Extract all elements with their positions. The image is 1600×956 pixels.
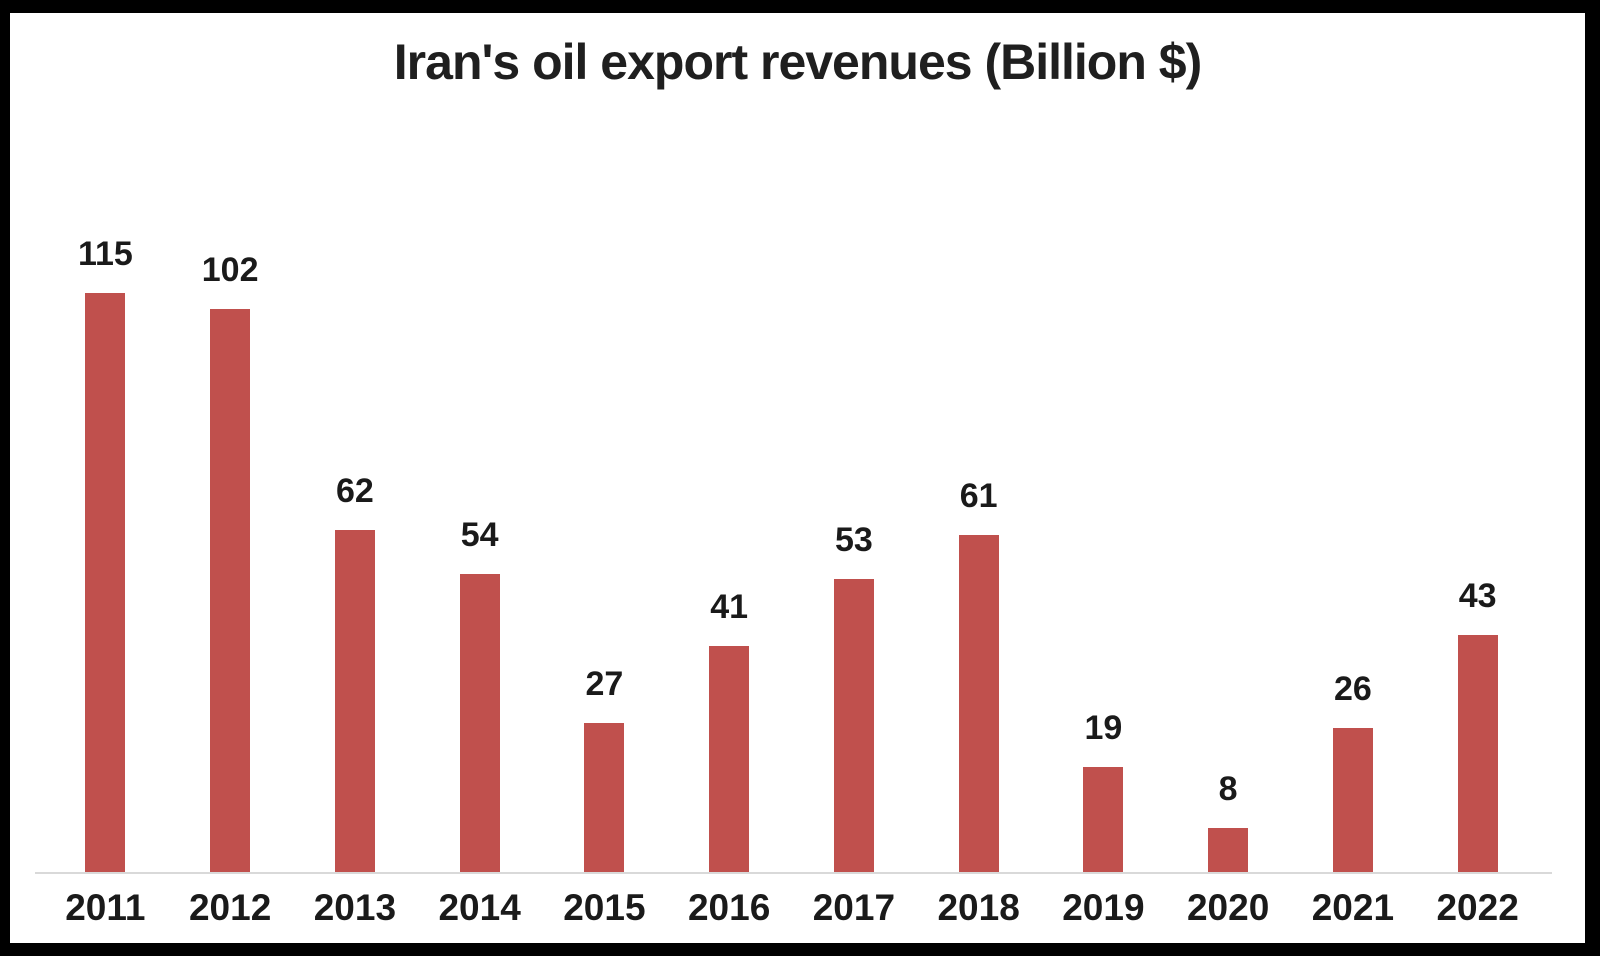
bar-value-label: 8 (1218, 770, 1238, 808)
bar-value-label: 61 (959, 477, 998, 515)
bar-column: 115 (43, 237, 168, 872)
bar (334, 530, 375, 872)
x-tick-label: 2019 (1062, 887, 1145, 928)
bar (584, 723, 625, 872)
bar-value-label: 115 (77, 235, 133, 273)
x-axis-labels: 2011 2012 2013 2014 2015 2016 2017 2018 2019 2020… (43, 887, 1540, 929)
bar (210, 309, 251, 872)
bar-value-label: 27 (585, 665, 624, 703)
bar (709, 646, 750, 872)
bar-column: 27 (542, 237, 667, 872)
bar-value-label: 53 (834, 521, 873, 559)
plot-area: 115 102 62 54 27 41 53 61 19 8 26 43 (35, 237, 1552, 874)
bar-value-label: 41 (710, 588, 749, 626)
bar (1457, 635, 1498, 872)
bar-column: 54 (417, 237, 542, 872)
bar (459, 574, 500, 872)
bar-column: 8 (1166, 237, 1291, 872)
bar-column: 43 (1415, 237, 1540, 872)
x-tick-label: 2012 (188, 887, 272, 928)
x-tick-label: 2016 (687, 887, 771, 928)
bar-column: 61 (916, 237, 1041, 872)
chart-body: 115 102 62 54 27 41 53 61 19 8 26 43 2011 2012 2013 20… (35, 237, 1552, 929)
bar-value-label: 26 (1333, 670, 1372, 708)
chart-title: Iran's oil export revenues (Billion $) (393, 34, 1202, 90)
x-tick-label: 2011 (65, 887, 146, 928)
bar-column: 102 (168, 237, 293, 872)
bar-column: 26 (1291, 237, 1416, 872)
x-axis-line (35, 872, 1552, 874)
x-tick-label: 2014 (438, 887, 521, 928)
x-tick-label: 2022 (1436, 887, 1519, 928)
bar-column: 19 (1041, 237, 1166, 872)
bar-column: 53 (792, 237, 917, 872)
bar-value-label: 102 (201, 251, 259, 289)
bar-value-label: 19 (1084, 709, 1123, 747)
x-tick-label: 2017 (812, 887, 896, 928)
x-tick-label: 2015 (563, 887, 646, 928)
x-tick-label: 2020 (1186, 887, 1270, 928)
bar (1083, 767, 1124, 872)
bar (958, 535, 999, 872)
bar-column: 62 (293, 237, 418, 872)
bar (1332, 728, 1373, 872)
bar-value-label: 62 (335, 472, 374, 510)
bar (1208, 828, 1249, 872)
x-tick-label: 2018 (937, 887, 1020, 928)
x-tick-label: 2013 (313, 887, 397, 928)
bar (833, 579, 874, 872)
bar (85, 293, 126, 872)
bar-column: 41 (667, 237, 792, 872)
x-tick-label: 2021 (1311, 887, 1395, 928)
bar-value-label: 54 (460, 516, 499, 554)
bar-value-label: 43 (1458, 577, 1497, 615)
